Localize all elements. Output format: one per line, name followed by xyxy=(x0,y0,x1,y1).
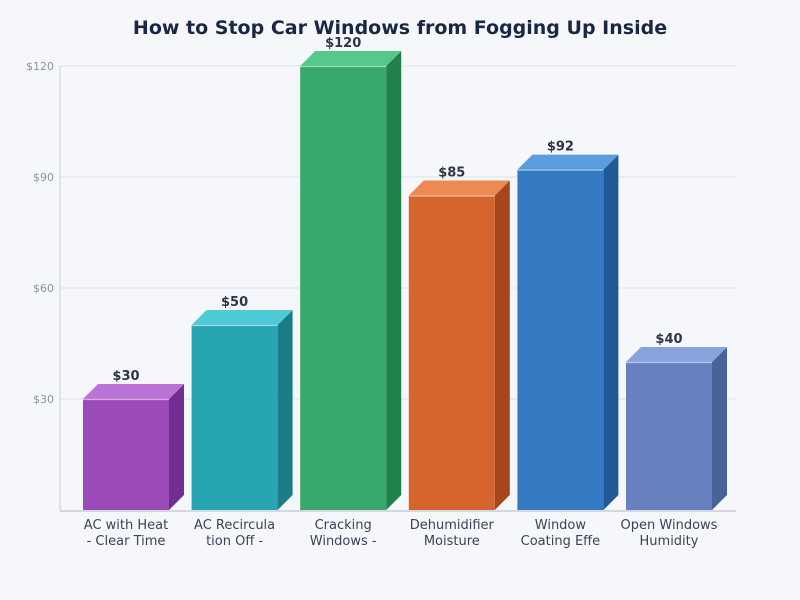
value-label: $30 xyxy=(112,369,139,384)
bar-top-face xyxy=(300,51,402,66)
x-tick-label: Open Windows xyxy=(621,518,718,533)
bar: $30 xyxy=(83,369,184,510)
bar-top-face xyxy=(191,310,293,325)
bar-side-face xyxy=(169,384,184,510)
y-tick-label: $30 xyxy=(33,393,54,406)
bar-top-face xyxy=(408,180,510,196)
bar-top-face xyxy=(83,384,184,399)
value-label: $120 xyxy=(325,36,361,51)
x-tick-label: - Clear Time xyxy=(87,534,166,549)
bar-front-face xyxy=(83,399,169,510)
bar: $120 xyxy=(300,36,402,510)
bar-side-face xyxy=(603,154,619,510)
x-tick-label: Dehumidifier xyxy=(410,518,495,533)
x-tick-label: AC Recircula xyxy=(194,518,275,533)
x-tick-label: Coating Effe xyxy=(521,534,601,549)
y-tick-label: $120 xyxy=(26,60,54,73)
value-label: $92 xyxy=(547,140,574,155)
bars: $30 $50 $120 $85 $92 $40 xyxy=(83,36,727,510)
bar: $92 xyxy=(517,140,619,510)
bar-front-face xyxy=(300,66,387,510)
bar-side-face xyxy=(386,51,402,510)
y-tick-label: $90 xyxy=(33,171,54,184)
bar: $85 xyxy=(408,166,510,510)
bar: $40 xyxy=(626,332,727,510)
bar-side-face xyxy=(494,180,510,510)
bar-top-face xyxy=(517,154,619,170)
bar-front-face xyxy=(626,362,712,510)
chart-title: How to Stop Car Windows from Fogging Up … xyxy=(133,17,667,39)
bar-front-face xyxy=(191,325,278,510)
value-label: $40 xyxy=(655,332,682,347)
y-axis-ticks: $30 $60 $90 $120 xyxy=(26,60,54,406)
bar-top-face xyxy=(626,347,727,362)
bar-front-face xyxy=(517,169,604,510)
bar-side-face xyxy=(712,347,727,510)
x-axis-labels: AC with Heat- Clear Time AC Recirculation… xyxy=(84,518,718,549)
value-label: $85 xyxy=(438,166,465,181)
x-tick-label: Moisture xyxy=(424,534,480,549)
x-tick-label: Windows - xyxy=(310,534,377,549)
bar: $50 xyxy=(191,295,293,510)
x-tick-label: Cracking xyxy=(315,518,372,533)
x-tick-label: Window xyxy=(535,518,587,533)
y-tick-label: $60 xyxy=(33,282,54,295)
bar-front-face xyxy=(408,195,495,510)
value-label: $50 xyxy=(221,295,248,310)
bar-side-face xyxy=(277,310,293,510)
x-tick-label: AC with Heat xyxy=(84,518,168,533)
x-tick-label: tion Off - xyxy=(206,534,263,549)
x-tick-label: Humidity xyxy=(640,534,699,549)
